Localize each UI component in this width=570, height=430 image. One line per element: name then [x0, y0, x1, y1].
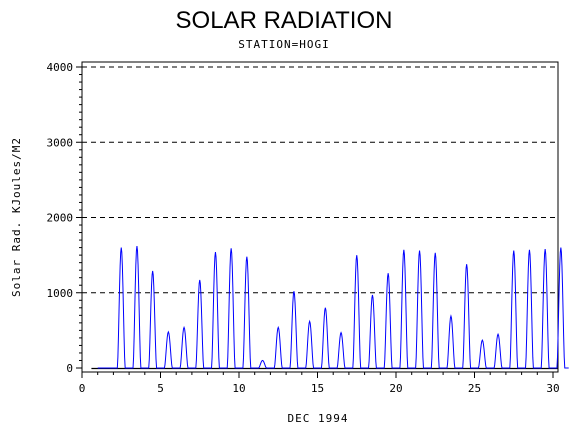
solar-radiation-series-line — [97, 246, 569, 369]
x-tick-label: 30 — [546, 382, 559, 395]
x-tick-label: 20 — [389, 382, 402, 395]
chart-title: SOLAR RADIATION — [176, 7, 393, 34]
y-axis-label: Solar Rad. KJoules/M2 — [10, 137, 23, 297]
series-layer — [91, 246, 569, 370]
y-tick-label: 4000 — [47, 61, 74, 74]
x-axis: 0 5 10 15 20 25 30 — [79, 372, 560, 395]
x-tick-label: 0 — [79, 382, 86, 395]
x-tick-label: 15 — [311, 382, 324, 395]
x-axis-label: DEC 1994 — [288, 412, 349, 425]
y-tick-label: 1000 — [47, 287, 74, 300]
chart-subtitle: STATION=HOGI — [238, 38, 329, 51]
grid-lines — [82, 66, 558, 294]
y-axis: 0 1000 2000 3000 4000 — [47, 61, 82, 375]
y-tick-label: 2000 — [47, 212, 74, 225]
x-tick-label: 25 — [468, 382, 481, 395]
y-tick-label: 0 — [66, 362, 73, 375]
y-tick-label: 3000 — [47, 136, 74, 149]
x-tick-label: 5 — [157, 382, 164, 395]
x-tick-label: 10 — [232, 382, 245, 395]
